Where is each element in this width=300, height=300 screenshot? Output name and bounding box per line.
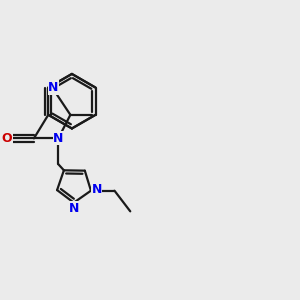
Text: N: N — [92, 183, 102, 196]
Text: O: O — [1, 132, 12, 145]
Text: N: N — [53, 132, 64, 145]
Text: N: N — [48, 81, 59, 94]
Text: N: N — [69, 202, 79, 215]
